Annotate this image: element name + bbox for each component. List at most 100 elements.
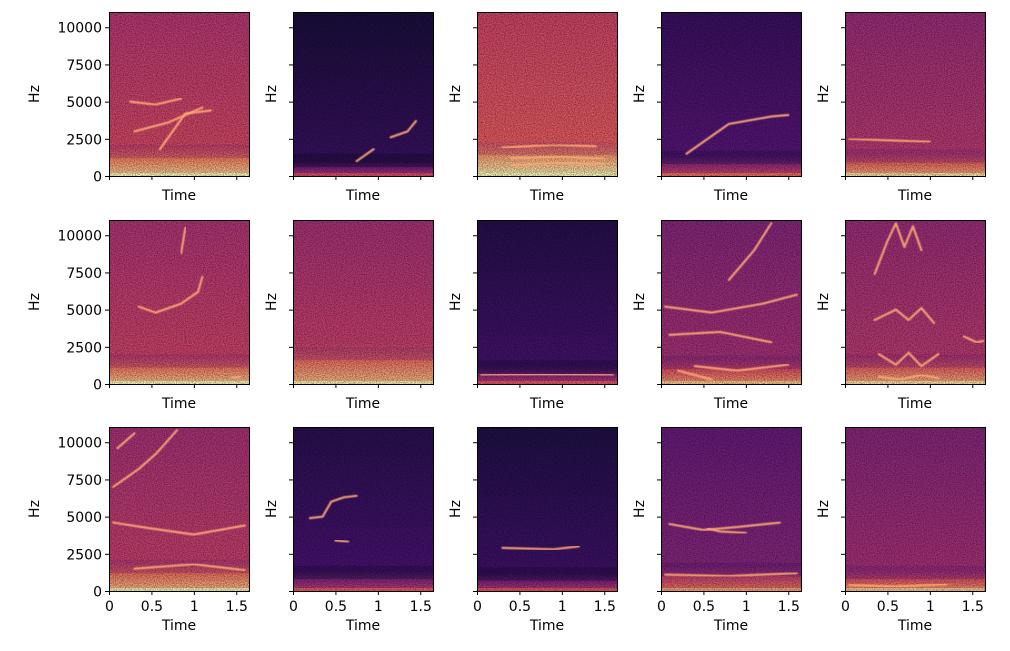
y-tick-label: 10000 — [57, 21, 102, 37]
call-trace-0 — [137, 275, 204, 314]
y-axis-label: Hz — [27, 500, 43, 518]
call-trace-1 — [334, 539, 350, 543]
call-trace-1 — [509, 155, 606, 160]
spectrogram-panel-r1-c2: Time Hz — [448, 220, 618, 412]
x-tick-label: 1 — [742, 599, 751, 615]
y-axis-label: Hz — [264, 500, 280, 518]
y-axis-label: Hz — [816, 293, 832, 311]
spectrogram-panel-r2-c1: 0 0.5 1 1.5 Time Hz — [264, 427, 434, 634]
spectrogram-image — [661, 12, 801, 176]
x-tick-label: 1 — [558, 599, 567, 615]
x-axis-label: Time — [713, 618, 748, 634]
call-trace-0 — [873, 222, 923, 275]
x-axis-label: Time — [529, 618, 564, 634]
call-trace-0 — [509, 161, 606, 167]
x-axis-label: Time — [161, 188, 196, 204]
spectrogram-panel-r0-c1: Time Hz — [264, 12, 434, 204]
spectrogram-panel-r1-c0: 0 2500 5000 7500 10000 Time Hz — [27, 220, 250, 412]
y-tick-label: 10000 — [57, 229, 102, 245]
y-tick-label: 7500 — [66, 266, 102, 282]
spectrogram-image — [293, 427, 433, 591]
call-trace-2 — [877, 351, 940, 368]
x-tick-label: 0.5 — [509, 599, 531, 615]
y-tick-label: 5000 — [66, 303, 102, 319]
y-tick-label: 5000 — [66, 510, 102, 526]
x-axis-label: Time — [897, 188, 932, 204]
x-tick-label: 1.5 — [410, 599, 432, 615]
call-trace-0 — [848, 137, 931, 143]
call-trace-0 — [664, 293, 798, 314]
spectrogram-image — [845, 12, 985, 176]
x-axis-label: Time — [897, 396, 932, 412]
call-trace-1 — [668, 330, 773, 344]
call-trace-4 — [676, 369, 713, 381]
y-tick-label: 7500 — [66, 473, 102, 489]
x-tick-label: 0 — [105, 599, 114, 615]
x-axis-label: Time — [529, 396, 564, 412]
call-trace-3 — [727, 222, 773, 281]
axes-frame — [661, 427, 802, 592]
spectrogram-panels: 0 2500 5000 7500 10000 Time Hz Time Hz Time Hz Time… — [27, 12, 986, 634]
spectrogram-image — [109, 427, 249, 591]
axes-frame — [477, 220, 618, 385]
y-tick-label: 2500 — [66, 547, 102, 563]
call-trace-0 — [668, 521, 781, 532]
call-trace-1 — [706, 527, 747, 535]
x-tick-label: 0.5 — [141, 599, 163, 615]
x-axis-label: Time — [529, 188, 564, 204]
spectrogram-image — [845, 427, 985, 591]
y-axis-label: Hz — [632, 293, 648, 311]
spectrogram-panel-r2-c0: 0 2500 5000 7500 10000 0 0.5 1 1.5 Time Hz — [27, 427, 250, 634]
spectrogram-image — [109, 220, 249, 384]
call-trace-3 — [116, 432, 136, 450]
x-axis-label: Time — [345, 396, 380, 412]
x-tick-label: 0.5 — [325, 599, 347, 615]
x-tick-label: 1 — [190, 599, 199, 615]
y-axis-label: Hz — [632, 500, 648, 518]
x-axis-label: Time — [713, 396, 748, 412]
call-trace-2 — [501, 143, 597, 149]
call-trace-1 — [158, 109, 212, 151]
spectrogram-image — [661, 427, 801, 591]
x-tick-label: 1.5 — [594, 599, 616, 615]
spectrogram-panel-r2-c4: 0 0.5 1 1.5 Time Hz — [816, 427, 986, 634]
spectrogram-image — [477, 220, 617, 384]
y-tick-label: 0 — [93, 378, 102, 394]
call-trace-0 — [389, 119, 418, 139]
spectrogram-image — [293, 12, 433, 176]
call-trace-1 — [112, 521, 246, 536]
spectrogram-panel-r1-c4: Time Hz — [816, 220, 986, 412]
call-trace-1 — [873, 307, 936, 325]
spectrogram-image — [477, 427, 617, 591]
axes-frame — [845, 427, 986, 592]
spectrogram-panel-r0-c4: Time Hz — [816, 12, 986, 204]
spectrogram-panel-r0-c0: 0 2500 5000 7500 10000 Time Hz — [27, 12, 250, 204]
x-tick-label: 1 — [374, 599, 383, 615]
call-trace-0 — [848, 583, 948, 588]
y-tick-label: 2500 — [66, 132, 102, 148]
spectrogram-panel-r0-c2: Time Hz — [448, 12, 618, 204]
axes-frame — [109, 220, 250, 385]
axes-frame — [845, 12, 986, 177]
y-axis-label: Hz — [264, 85, 280, 103]
x-tick-label: 0 — [473, 599, 482, 615]
x-tick-label: 1.5 — [962, 599, 984, 615]
spectrogram-image — [845, 220, 985, 384]
call-trace-0 — [308, 494, 358, 520]
x-axis-label: Time — [897, 618, 932, 634]
spectrogram-image — [477, 12, 617, 176]
call-trace-0 — [112, 429, 178, 488]
spectrogram-image — [293, 220, 433, 384]
spectrogram-panel-r2-c2: 0 0.5 1 1.5 Time Hz — [448, 427, 618, 634]
axes-frame — [661, 12, 802, 177]
call-trace-0 — [129, 97, 183, 106]
x-tick-label: 0.5 — [693, 599, 715, 615]
call-trace-2 — [664, 572, 798, 578]
y-axis-label: Hz — [27, 293, 43, 311]
x-axis-label: Time — [161, 396, 196, 412]
y-axis-label: Hz — [632, 85, 648, 103]
x-tick-label: 0.5 — [877, 599, 899, 615]
axes-frame — [293, 12, 434, 177]
call-trace-3 — [877, 374, 940, 381]
